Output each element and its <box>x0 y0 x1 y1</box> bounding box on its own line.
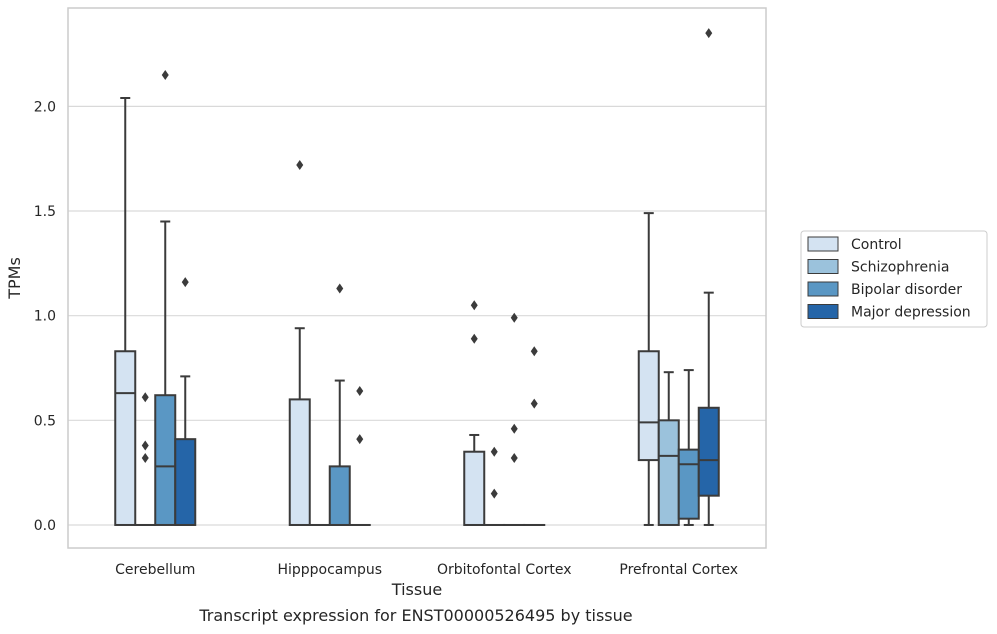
outlier-marker <box>510 423 518 434</box>
y-tick-label: 0.0 <box>34 518 56 534</box>
x-tick-labels: Cerebellum Hipppocampus Orbitofontal Corte… <box>115 562 738 578</box>
box-body <box>677 448 700 520</box>
x-tick-label: Cerebellum <box>115 562 195 578</box>
box-bipolar-disorder <box>328 283 351 526</box>
outlier-marker <box>510 312 518 323</box>
y-axis-label: TPMs <box>5 257 24 300</box>
outlier-marker <box>490 488 498 499</box>
y-tick-label: 2.0 <box>34 99 56 115</box>
outlier-marker <box>181 277 189 288</box>
box-body <box>328 465 351 526</box>
outlier-marker <box>530 346 538 357</box>
box-body <box>114 350 137 526</box>
plot-frame <box>67 7 767 549</box>
legend-label: Schizophrenia <box>851 260 949 276</box>
y-tick-labels: 0.0 0.5 1.0 1.5 2.0 <box>34 99 56 534</box>
outlier-marker <box>141 392 149 403</box>
outlier-marker <box>336 283 344 294</box>
box-major-depression <box>523 346 546 526</box>
x-tick-label: Orbitofontal Cortex <box>437 562 572 578</box>
box-body <box>463 450 486 526</box>
legend-label: Control <box>851 237 902 253</box>
chart-caption: Transcript expression for ENST0000052649… <box>199 606 633 625</box>
legend-frame <box>800 230 988 328</box>
box-series-layer <box>114 28 720 526</box>
box-body <box>174 438 197 526</box>
x-tick-label: Hipppocampus <box>277 562 382 578</box>
box-control <box>637 212 660 526</box>
box-schizophrenia <box>657 371 680 526</box>
box-control <box>288 159 311 526</box>
legend-swatch <box>807 304 839 319</box>
y-tick-label: 0.5 <box>34 413 56 429</box>
outlier-marker <box>705 28 713 39</box>
box-body <box>154 394 177 526</box>
outlier-marker <box>296 159 304 170</box>
x-axis-label: Tissue <box>391 580 442 599</box>
box-bipolar-disorder <box>503 312 526 526</box>
y-tick-label: 1.5 <box>34 204 56 220</box>
legend-label: Bipolar disorder <box>851 282 962 298</box>
box-schizophrenia <box>134 392 157 526</box>
legend: Control Schizophrenia Bipolar disorder Majo… <box>800 230 988 328</box>
box-bipolar-disorder <box>154 69 177 526</box>
box-major-depression <box>697 28 720 526</box>
outlier-marker <box>470 300 478 311</box>
outlier-marker <box>530 398 538 409</box>
outlier-marker <box>490 446 498 457</box>
outlier-marker <box>141 453 149 463</box>
box-body <box>697 406 720 497</box>
outlier-marker <box>356 386 364 397</box>
box-major-depression <box>348 386 371 526</box>
legend-swatch <box>807 236 839 252</box>
y-tick-label: 1.0 <box>34 309 56 325</box>
outlier-marker <box>356 434 364 445</box>
box-body <box>288 398 311 526</box>
box-control <box>463 300 486 526</box>
legend-swatch <box>807 259 839 274</box>
outlier-marker <box>161 69 169 80</box>
box-control <box>114 97 137 526</box>
outlier-marker <box>470 333 478 344</box>
box-major-depression <box>174 277 197 526</box>
legend-label: Major depression <box>851 305 971 321</box>
outlier-marker <box>510 453 518 463</box>
box-body <box>657 419 680 526</box>
outlier-marker <box>141 440 149 451</box>
box-schizophrenia <box>483 446 506 526</box>
box-body <box>637 350 660 462</box>
legend-swatch <box>807 281 839 297</box>
box-bipolar-disorder <box>677 369 700 526</box>
x-tick-label: Prefrontal Cortex <box>619 562 738 578</box>
